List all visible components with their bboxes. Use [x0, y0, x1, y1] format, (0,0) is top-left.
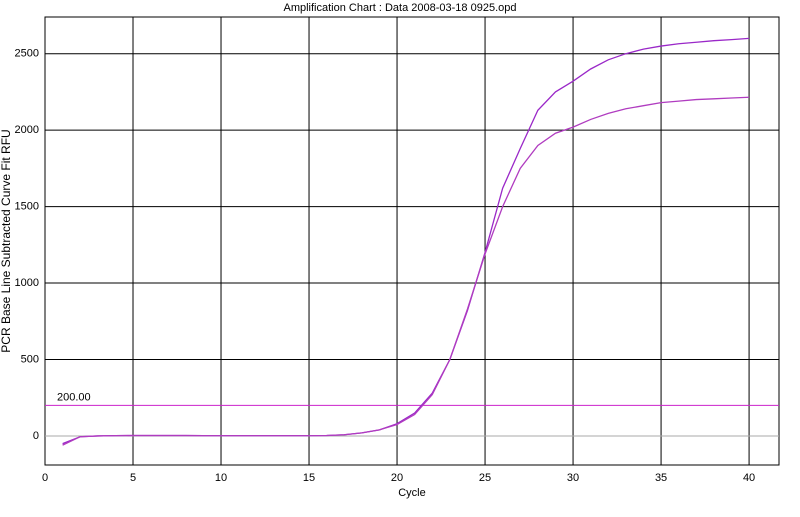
chart-title: Amplification Chart : Data 2008-03-18 09…: [284, 2, 517, 14]
y-tick-label: 0: [33, 430, 39, 442]
y-tick-label: 1500: [15, 201, 39, 213]
y-axis-label: PCR Base Line Subtracted Curve Fit RFU: [0, 129, 13, 352]
plot-frame: [44, 16, 780, 466]
x-tick-label: 40: [743, 472, 755, 484]
x-tick-label: 0: [42, 472, 48, 484]
x-axis-label: Cycle: [398, 487, 426, 499]
x-tick-label: 15: [303, 472, 315, 484]
x-tick-label: 30: [567, 472, 579, 484]
x-tick-label: 10: [215, 472, 227, 484]
y-tick-label: 1000: [15, 277, 39, 289]
x-tick-label: 25: [479, 472, 491, 484]
y-tick-label: 500: [21, 353, 39, 365]
threshold-label: 200.00: [57, 391, 91, 403]
y-tick-label: 2500: [15, 48, 39, 60]
x-tick-label: 20: [391, 472, 403, 484]
y-tick-label: 2000: [15, 124, 39, 136]
x-tick-label: 35: [655, 472, 667, 484]
series-line: [62, 96, 750, 446]
x-tick-label: 5: [130, 472, 136, 484]
